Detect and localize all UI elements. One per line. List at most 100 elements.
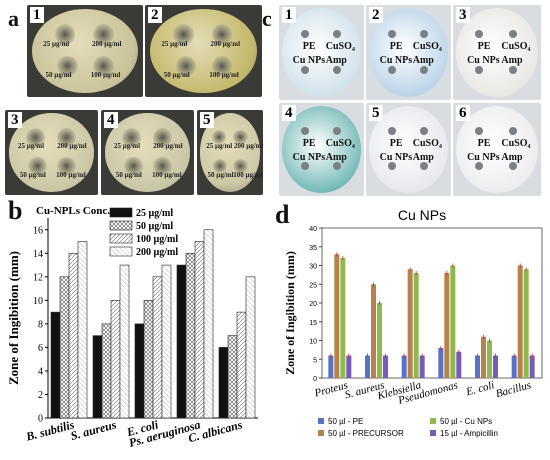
- bar: [218, 347, 229, 419]
- plate-well-label: Amp: [412, 55, 434, 67]
- category-label: Bacillus: [495, 379, 533, 400]
- plate-well-label: Cu NPs: [292, 55, 326, 67]
- chart-b: 0 2 4 6 8 10 12 14 16 Zone of Ingibition (mm) B. s…: [6, 205, 258, 450]
- bar: [450, 265, 456, 378]
- agar-well: [475, 126, 484, 135]
- panel-c-plate: 5 PE CuSO₄ Cu NPs Amp: [366, 103, 451, 196]
- bar: [194, 241, 205, 419]
- plate-number: 1: [30, 7, 44, 23]
- y-tick-label: 12: [33, 272, 43, 283]
- plate-concentration-label: 100 µg/ml: [209, 71, 239, 80]
- agar-well: [419, 162, 428, 171]
- inhibition-zone: [212, 24, 233, 45]
- inhibition-zone: [93, 24, 114, 45]
- agar-well: [475, 29, 484, 38]
- panel-a-plate: 5 25 µg/ml 200 µg/ml 50 µg/ml 100 µg/ml: [197, 110, 263, 195]
- inhibition-zone: [233, 158, 248, 174]
- bar: [152, 276, 163, 419]
- agar-well: [300, 126, 309, 135]
- plate-concentration-label: 200 µg/ml: [91, 39, 122, 48]
- panel-c-letter: c: [262, 6, 272, 31]
- panel-c-plate: 6 PE CuSO₄ Cu NPs Amp: [453, 103, 541, 196]
- bar: [176, 264, 187, 419]
- bar: [68, 252, 79, 419]
- bar: [377, 303, 382, 378]
- category-label: B. subtilis: [24, 417, 77, 444]
- legend-swatch: [109, 207, 133, 218]
- bar: [77, 241, 88, 419]
- agar-well: [475, 162, 484, 171]
- plate-concentration-label: 25 µg/ml: [161, 39, 188, 48]
- panel-c-plate: 1 PE CuSO₄ Cu NPs Amp: [279, 5, 364, 100]
- bar: [401, 355, 407, 378]
- inhibition-zone: [212, 55, 233, 76]
- plate-well-label: PE: [477, 138, 491, 150]
- bar: [365, 355, 370, 378]
- bar: [419, 355, 425, 378]
- bar: [236, 311, 247, 419]
- agar-well: [300, 162, 309, 171]
- chart-d: Cu NPs 0 5 10 15 20 25 30 35 40 Zone of Ingibition…: [283, 207, 543, 438]
- inhibition-zone: [212, 158, 228, 174]
- category-label: S. aureus: [69, 417, 118, 443]
- plate-well-label: PE: [302, 138, 316, 150]
- bar: [456, 351, 462, 378]
- plate-concentration-label: 200 µg/ml: [210, 39, 241, 48]
- plate-well-label: PE: [389, 41, 403, 53]
- agar-well: [300, 65, 309, 74]
- y-tick-label: 4: [38, 366, 43, 377]
- legend-label: 200 µg/ml: [136, 247, 178, 258]
- y-tick-label: 0: [313, 376, 317, 383]
- plate-concentration-label: 50 µg/ml: [207, 171, 234, 180]
- bar: [413, 273, 419, 378]
- panel-c-plate: 2 PE CuSO₄ Cu NPs Amp: [366, 5, 451, 100]
- y-tick-label: 8: [38, 319, 43, 330]
- agar-well: [419, 126, 428, 135]
- bar: [346, 355, 352, 378]
- agar-well: [419, 65, 428, 74]
- plate-well-label: PE: [477, 41, 491, 53]
- category-label: E. coli: [464, 379, 496, 398]
- plate-concentration-label: 200 µg/ml: [57, 142, 87, 151]
- plot-frame: [321, 227, 543, 379]
- inhibition-zone: [153, 156, 172, 176]
- plate-concentration-label: 50 µg/ml: [45, 71, 72, 80]
- agar-well: [508, 65, 517, 74]
- plate-well-label: Amp: [501, 55, 523, 67]
- bar: [511, 355, 517, 378]
- y-tick-label: 0: [38, 414, 43, 425]
- y-tick-label: 15: [309, 320, 317, 327]
- agar-well: [332, 162, 341, 171]
- legend-label: 50 µg/ml: [136, 221, 173, 232]
- legend-swatch: [318, 430, 324, 436]
- plate-concentration-label: 100 µg/ml: [152, 171, 182, 180]
- bar: [371, 284, 376, 378]
- legend-swatch: [430, 430, 436, 436]
- panel-b-letter: b: [8, 196, 23, 225]
- plate-well-label: CuSO₄: [412, 41, 442, 53]
- bar: [50, 311, 61, 419]
- bar: [227, 335, 238, 419]
- panel-a-plate: 1 25 µg/ml 200 µg/ml 50 µg/ml 100 µg/ml: [27, 5, 143, 97]
- plate-well-label: Amp: [501, 152, 523, 164]
- plate-well-label: Cu NPs: [379, 55, 413, 67]
- chart-title: Cu NPs: [398, 207, 446, 223]
- plate-concentration-label: 25 µg/ml: [43, 39, 70, 48]
- y-tick-label: 2: [38, 390, 43, 401]
- agar-well: [387, 126, 396, 135]
- inhibition-zone: [28, 156, 47, 176]
- plate-well-label: Amp: [412, 152, 434, 164]
- plate-number: 3: [8, 112, 22, 128]
- bar: [143, 300, 154, 419]
- y-tick-label: 16: [33, 225, 43, 236]
- plate-number: 2: [148, 7, 162, 23]
- petri-dish: [104, 113, 191, 192]
- y-tick-label: 6: [38, 343, 43, 354]
- inhibition-zone: [26, 127, 46, 147]
- legend-label: 100 µg/ml: [136, 234, 178, 245]
- y-tick-label: 5: [313, 357, 317, 364]
- plate-well-label: Amp: [325, 55, 347, 67]
- plate-number: 4: [282, 105, 296, 121]
- y-axis-label: Zone of Ingibition (mm): [283, 251, 297, 375]
- bar: [119, 264, 130, 419]
